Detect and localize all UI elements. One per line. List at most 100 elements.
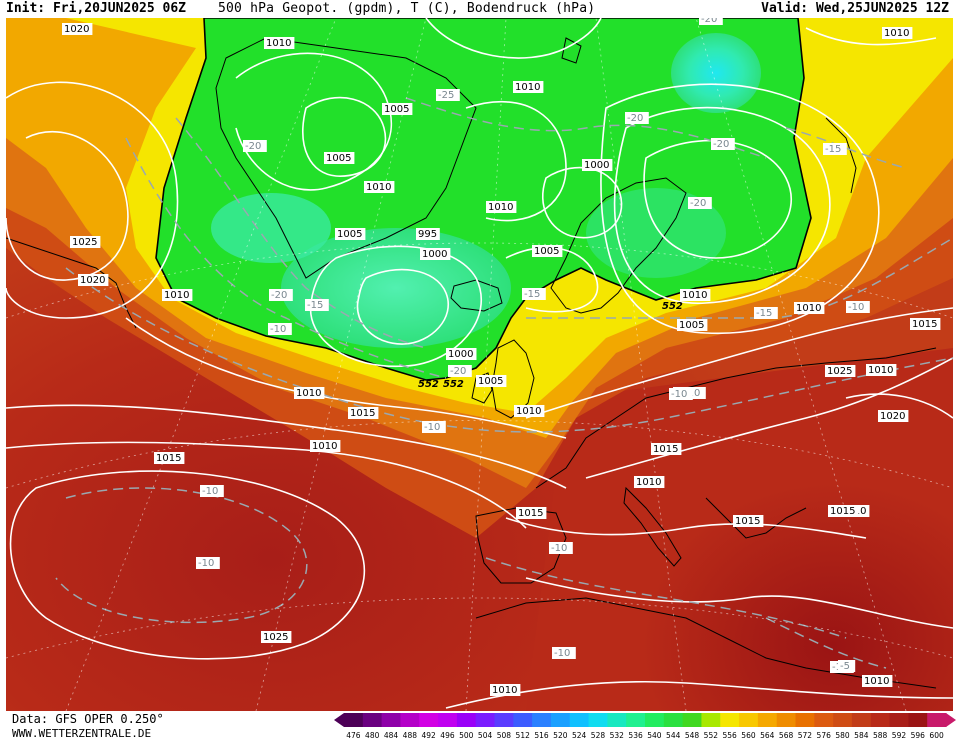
isotherm-label-text: -25 xyxy=(438,90,454,101)
scale-swatch xyxy=(438,713,458,727)
isobar-1010-norway xyxy=(465,100,567,222)
isotherm-label-box xyxy=(269,289,293,301)
scale-swatch xyxy=(889,713,909,727)
isotherm-label: -20 xyxy=(699,18,723,25)
isobar-label-text: 1000 xyxy=(584,160,609,171)
isobar-label: 1005 xyxy=(532,245,563,257)
scale-swatch xyxy=(607,713,627,727)
red-band-east xyxy=(526,348,953,711)
scale-tick-label: 532 xyxy=(610,731,625,740)
scale-tick-label: 568 xyxy=(779,731,794,740)
isobar-label: 1015 xyxy=(348,407,379,419)
isobar-label-text: 1010 xyxy=(312,441,337,452)
isobar-label-text: 1015 xyxy=(912,319,937,330)
italy-coast xyxy=(623,486,682,567)
isobar-label-box xyxy=(532,245,563,257)
isobar-label-text: 1000 xyxy=(422,249,447,260)
scale-tick-label: 556 xyxy=(722,731,737,740)
isobar-label-box xyxy=(420,248,451,260)
scale-swatch xyxy=(569,713,590,727)
scale-swatch xyxy=(419,713,439,727)
chart-title: 500 hPa Geopot. (gpdm), T (C), Bodendruc… xyxy=(218,1,596,16)
isobar-label-box xyxy=(78,274,109,286)
website-credit: WWW.WETTERZENTRALE.DE xyxy=(12,727,152,740)
isotherm-label-text: -20 xyxy=(245,141,261,152)
scale-swatch xyxy=(645,713,665,727)
isobar-label-text: 1005 xyxy=(384,104,409,115)
isobar-label: 1010 xyxy=(264,37,295,49)
geopotential-label-text: 552 xyxy=(662,301,683,312)
geopotential-label: 552 xyxy=(418,379,439,390)
isobar-label-box xyxy=(154,452,185,464)
isobar-label: 1025 xyxy=(261,631,292,643)
scale-swatch xyxy=(513,713,533,727)
isotherm-label-text: -20 xyxy=(701,18,717,25)
isotherm-label-text: -10 xyxy=(848,302,864,313)
novaya-coast xyxy=(825,117,857,194)
scale-swatch xyxy=(927,713,947,727)
isotherm-label-text: -20 xyxy=(690,198,706,209)
isotherm-label: -25 xyxy=(436,89,460,101)
scale-arrow-left xyxy=(334,713,344,727)
scale-swatch xyxy=(814,713,834,727)
scale-tick-label: 584 xyxy=(854,731,869,740)
isobar-label-box xyxy=(264,37,295,49)
isobar-label-box xyxy=(733,515,764,527)
geopotential-label-text: 552 xyxy=(443,379,464,390)
isotherm-label-text: -15 xyxy=(307,300,323,311)
isobar-1020-west xyxy=(6,81,179,319)
isobar-1025-azores xyxy=(9,470,365,660)
scale-tick-label: 544 xyxy=(666,731,681,740)
isotherm-label-box xyxy=(669,388,693,400)
scale-tick-label: 536 xyxy=(628,731,643,740)
isobar-label-text: 1010 xyxy=(884,28,909,39)
scale-swatch xyxy=(475,713,495,727)
scale-tick-label: 528 xyxy=(591,731,606,740)
isobar-1010-south xyxy=(125,317,567,439)
isobar-label-text: 1025 xyxy=(263,632,288,643)
isobar-label: 1010 xyxy=(680,289,711,301)
isotherm-label-text: -15 xyxy=(524,289,540,300)
isotherm-label: -10 xyxy=(268,323,292,335)
isobar-label: 1015 xyxy=(154,452,185,464)
scale-swatch xyxy=(682,713,702,727)
scale-swatch xyxy=(400,713,420,727)
meridian-4 xyxy=(595,18,687,711)
isobar-1005-greenland xyxy=(302,96,387,177)
isobar-label-text: 995 xyxy=(418,229,437,240)
isobar-label-box xyxy=(878,410,909,422)
scale-arrow-right xyxy=(946,713,956,727)
isobar-label-box xyxy=(348,407,379,419)
isobar-label-box xyxy=(162,289,193,301)
isobar-1025-west xyxy=(6,130,129,281)
scale-swatch xyxy=(833,713,853,727)
isobar-label: 1020 xyxy=(78,274,109,286)
scale-tick-label: 588 xyxy=(873,731,888,740)
isobar-label-box xyxy=(651,443,682,455)
isobar-label-box xyxy=(490,684,521,696)
isotherm-label-text: -10 xyxy=(270,324,286,335)
isotherm-15-west xyxy=(125,137,447,379)
isotherm-label-text: -10 xyxy=(198,558,214,569)
isobar-label: 1010 xyxy=(486,201,517,213)
scale-swatch xyxy=(663,713,684,727)
isobar-label-text: 1010 xyxy=(796,303,821,314)
scale-tick-label: 512 xyxy=(516,731,531,740)
isobar-label-box xyxy=(513,81,544,93)
isobar-label: 1010 xyxy=(490,684,521,696)
isotherm-label: -10 xyxy=(200,485,224,497)
isotherm-label-text: -10 xyxy=(202,486,218,497)
isobar-label: 1010 xyxy=(882,27,913,39)
scale-swatch xyxy=(344,713,364,727)
greenland-coast xyxy=(215,37,477,279)
scale-tick-label: 560 xyxy=(741,731,756,740)
isobar-label-text: 1025 xyxy=(72,237,97,248)
isobar-1010-greenland xyxy=(235,52,392,191)
isobar-label: 1020 xyxy=(62,23,93,35)
scale-swatch xyxy=(776,713,796,727)
isotherm-label-text: -15 xyxy=(756,308,772,319)
isobar-label: 1010 xyxy=(513,81,544,93)
isobar-label-box xyxy=(794,302,825,314)
scale-tick-label: 504 xyxy=(478,731,493,740)
isobar-label-box xyxy=(476,375,507,387)
